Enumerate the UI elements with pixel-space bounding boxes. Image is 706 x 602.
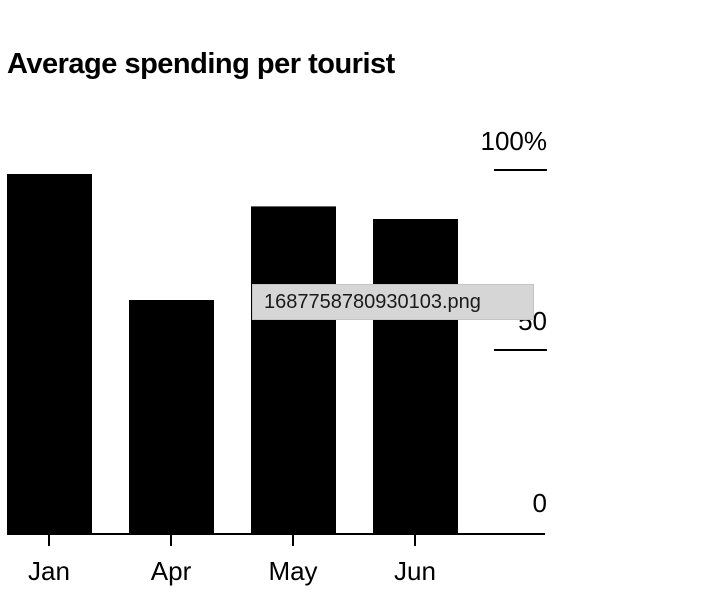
filename-tooltip: 1687758780930103.png (252, 284, 534, 320)
x-tick-label-apr: Apr (151, 556, 192, 586)
x-ticks: Jan Apr May Jun (28, 534, 436, 586)
bar-apr (129, 300, 214, 534)
bar-jun (373, 219, 458, 534)
bars-layer (7, 174, 458, 534)
y-ticks: 100%500 (481, 126, 548, 518)
bar-may (251, 206, 336, 534)
x-tick-label-jun: Jun (394, 556, 436, 586)
chart-title: Average spending per tourist (7, 48, 395, 80)
y-tick-label-0: 0 (533, 488, 547, 518)
bar-jan (7, 174, 92, 534)
y-tick-label-100: 100% (481, 126, 548, 156)
x-tick-label-jan: Jan (28, 556, 70, 586)
x-tick-label-may: May (268, 556, 317, 586)
